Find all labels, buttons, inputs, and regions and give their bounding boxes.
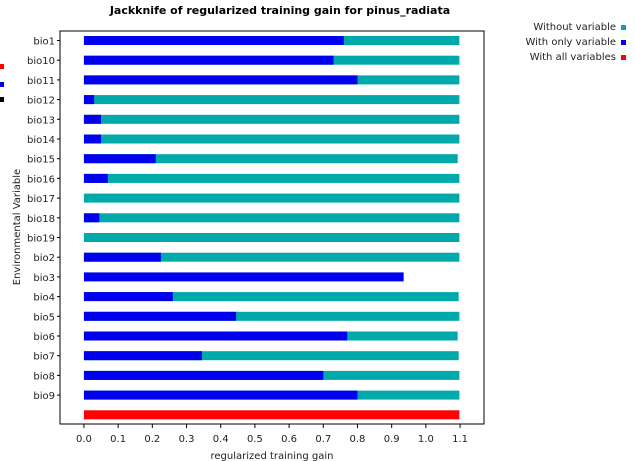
x-tick-label-7: 0.7 <box>315 434 331 445</box>
y-tick-label-bio13: bio13 <box>27 115 55 126</box>
legend-swatch-without <box>621 25 626 30</box>
y-tick-label-bio9: bio9 <box>33 391 55 402</box>
side-mark-black <box>0 97 4 102</box>
plot-frame <box>59 30 485 425</box>
bar-all-variables <box>83 410 460 420</box>
bar-only-bio4 <box>83 292 173 302</box>
x-ticks: 0.0 0.1 0.2 0.3 0.4 0.5 0.6 0.7 0.8 0.9 1.0 1.1 <box>76 424 468 445</box>
bar-only-bio15 <box>83 154 156 164</box>
y-tick-label-bio19: bio19 <box>27 234 55 245</box>
side-mark-blue <box>0 82 4 87</box>
y-axis-label: Environmental Variable <box>12 169 23 285</box>
bar-only-bio14 <box>83 134 102 144</box>
x-axis-label: regularized training gain <box>211 451 334 461</box>
chart-title: Jackknife of regularized training gain f… <box>109 4 450 17</box>
bar-only-bio11 <box>83 75 358 85</box>
legend-item-only: With only variable <box>486 35 626 50</box>
bar-only-bio16 <box>83 173 108 183</box>
y-tick-label-bio15: bio15 <box>27 155 55 166</box>
x-tick-label-11: 1.1 <box>452 434 468 445</box>
x-tick-label-8: 0.8 <box>350 434 366 445</box>
y-tick-label-bio4: bio4 <box>33 293 55 304</box>
y-tick-label-bio12: bio12 <box>27 96 55 107</box>
side-mark-red <box>0 64 4 69</box>
y-tick-label-bio7: bio7 <box>33 352 55 363</box>
y-tick-label-bio10: bio10 <box>27 56 55 67</box>
bar-without-bio2 <box>83 252 460 262</box>
bar-without-bio19 <box>83 233 460 242</box>
bar-only-bio7 <box>83 351 202 361</box>
bar-only-bio3 <box>83 272 404 282</box>
y-tick-label-bio18: bio18 <box>27 214 55 225</box>
legend-label-only: With only variable <box>525 37 616 48</box>
bar-only-bio9 <box>83 390 358 400</box>
legend: Without variable With only variable With… <box>486 20 626 65</box>
y-tick-label-bio1: bio1 <box>33 37 55 48</box>
bar-without-bio15 <box>83 154 458 164</box>
bar-only-bio18 <box>83 213 100 223</box>
x-tick-label-3: 0.3 <box>179 434 195 445</box>
y-tick-label-bio2: bio2 <box>33 253 55 264</box>
bar-without-bio5 <box>83 311 460 321</box>
bars-group <box>83 36 460 420</box>
legend-label-without: Without variable <box>533 22 616 33</box>
y-tick-label-bio5: bio5 <box>33 312 55 323</box>
legend-label-all: With all variables <box>529 52 616 63</box>
bar-without-bio14 <box>83 134 460 144</box>
bar-only-bio1 <box>83 36 344 45</box>
legend-item-without: Without variable <box>486 20 626 35</box>
bar-only-bio5 <box>83 311 237 321</box>
bar-only-bio13 <box>83 114 102 124</box>
bar-without-bio16 <box>83 173 460 183</box>
bar-without-bio7 <box>83 351 459 361</box>
x-tick-label-9: 0.9 <box>384 434 400 445</box>
y-tick-label-bio3: bio3 <box>33 273 55 284</box>
x-tick-label-2: 0.2 <box>144 434 160 445</box>
y-tick-label-bio16: bio16 <box>27 174 55 185</box>
bar-without-bio13 <box>83 114 460 124</box>
legend-swatch-all <box>621 55 626 60</box>
legend-item-all: With all variables <box>486 50 626 65</box>
x-tick-label-4: 0.4 <box>213 434 229 445</box>
bar-only-bio12 <box>83 95 95 105</box>
y-tick-label-bio11: bio11 <box>27 76 55 87</box>
x-tick-label-5: 0.5 <box>247 434 263 445</box>
y-tick-label-bio14: bio14 <box>27 135 55 146</box>
bar-only-bio10 <box>83 55 334 65</box>
y-tick-label-bio17: bio17 <box>27 194 55 205</box>
bar-without-bio4 <box>83 292 459 302</box>
x-tick-label-10: 1.0 <box>418 434 434 445</box>
bar-only-bio8 <box>83 370 324 380</box>
y-tick-label-bio8: bio8 <box>33 371 55 382</box>
y-tick-labels: bio1 bio10 bio11 bio12 bio13 bio14 bio15 bio16 b… <box>27 37 60 402</box>
y-tick-label-bio6: bio6 <box>33 332 55 343</box>
x-tick-label-0: 0.0 <box>76 434 92 445</box>
bar-without-bio18 <box>83 213 460 223</box>
bar-only-bio6 <box>83 331 348 341</box>
bar-only-bio2 <box>83 252 161 262</box>
x-tick-label-6: 0.6 <box>281 434 297 445</box>
bar-without-bio17 <box>83 193 460 203</box>
x-tick-label-1: 0.1 <box>110 434 126 445</box>
legend-swatch-only <box>621 40 626 45</box>
bar-without-bio12 <box>83 95 460 105</box>
